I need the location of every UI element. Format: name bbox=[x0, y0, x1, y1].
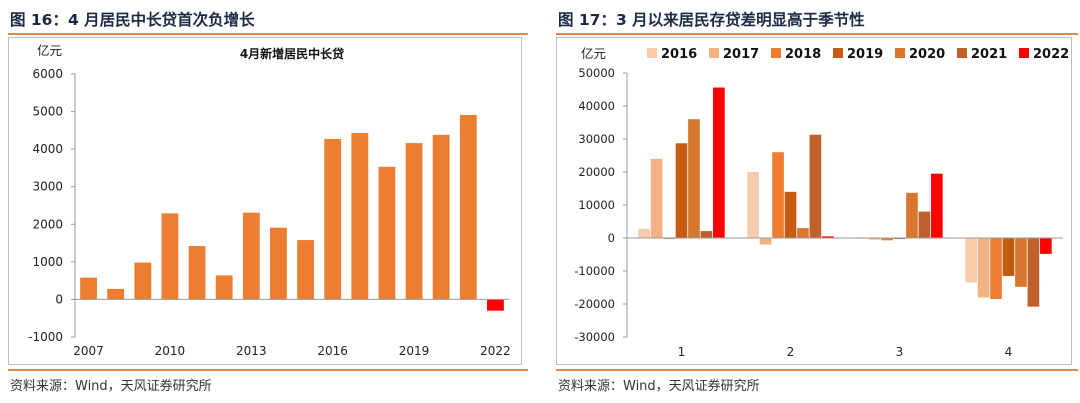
bar-2021-cat-2 bbox=[809, 134, 822, 238]
bar-2022-cat-2 bbox=[822, 236, 834, 238]
y-tick-label: 3000 bbox=[32, 180, 63, 194]
left-chart-frame: 亿元 4月新增居民中长贷 -1000 0 1000 2000 3000 4000 5000 600… bbox=[8, 37, 522, 365]
left-source-rule bbox=[8, 369, 528, 371]
legend-swatch-2017 bbox=[709, 48, 719, 58]
bar-2020 bbox=[432, 134, 450, 300]
legend-swatch-2016 bbox=[647, 48, 657, 58]
y-tick-label: 6000 bbox=[32, 67, 63, 81]
legend-swatch-2019 bbox=[833, 48, 843, 58]
bar-2019-cat-2 bbox=[784, 191, 797, 238]
bar-2009 bbox=[134, 262, 152, 300]
right-figure-title: 图 17：3 月以来居民存贷差明显高于季节性 bbox=[558, 11, 865, 29]
y-tick-label: 0 bbox=[608, 231, 615, 245]
right-chart-frame: 亿元 2016 2017 2018 2019 2020 2021 2022 -30000 -200… bbox=[556, 37, 1072, 365]
x-tick-label: 1 bbox=[678, 345, 686, 359]
bar-2018-cat-3 bbox=[881, 238, 893, 241]
bar-2020-cat-3 bbox=[906, 192, 918, 238]
bar-2022-cat-1 bbox=[713, 87, 725, 238]
y-tick-label: 1000 bbox=[32, 255, 63, 269]
legend-label-2022: 2022 bbox=[1033, 47, 1069, 62]
y-axis-unit-label: 亿元 bbox=[581, 46, 606, 61]
bar-2017-cat-2 bbox=[759, 238, 772, 245]
bar-2018-cat-4 bbox=[990, 238, 1002, 300]
bar-2021 bbox=[459, 114, 477, 300]
left-source-note: 资料来源：Wind，天风证券研究所 bbox=[10, 379, 212, 394]
bar-2021-cat-4 bbox=[1027, 238, 1040, 307]
legend-label-2021: 2021 bbox=[971, 47, 1007, 62]
y-tick-label: -20000 bbox=[574, 297, 615, 311]
bar-2016 bbox=[324, 138, 342, 300]
legend-swatch-2020 bbox=[895, 48, 905, 58]
y-tick-label: -30000 bbox=[574, 330, 615, 344]
x-tick-label: 2007 bbox=[73, 344, 104, 358]
bar-2021-cat-1 bbox=[700, 231, 713, 238]
x-tick-label: 3 bbox=[896, 345, 904, 359]
y-tick-label: 50000 bbox=[578, 66, 615, 80]
bar-2020-cat-1 bbox=[688, 119, 700, 238]
bar-2016-cat-2 bbox=[747, 172, 759, 238]
x-tick-label: 2016 bbox=[317, 344, 348, 358]
bar-2019-cat-1 bbox=[675, 143, 688, 238]
y-tick-label: 40000 bbox=[578, 99, 615, 113]
bar-2012 bbox=[215, 275, 233, 300]
bar-2008 bbox=[107, 288, 125, 300]
bar-2017-cat-3 bbox=[868, 238, 881, 240]
bar-2021-cat-3 bbox=[918, 211, 931, 238]
x-tick-label: 2019 bbox=[399, 344, 430, 358]
x-tick-label: 2010 bbox=[155, 344, 186, 358]
y-axis-unit-label: 亿元 bbox=[37, 43, 62, 58]
bar-2019-cat-4 bbox=[1002, 238, 1015, 276]
bar-2022-cat-3 bbox=[931, 173, 943, 238]
bar-2022 bbox=[487, 299, 504, 311]
bar-2010 bbox=[161, 213, 179, 300]
y-tick-label: 2000 bbox=[32, 217, 63, 231]
legend-label-2017: 2017 bbox=[723, 47, 759, 62]
legend-label-2018: 2018 bbox=[785, 47, 821, 62]
bar-2016-cat-1 bbox=[638, 228, 650, 238]
right-source-note: 资料来源：Wind，天风证券研究所 bbox=[558, 379, 760, 394]
bar-2015 bbox=[297, 240, 314, 300]
x-tick-label: 2 bbox=[787, 345, 795, 359]
legend-label-2016: 2016 bbox=[661, 47, 697, 62]
left-figure-title: 图 16：4 月居民中长贷首次负增长 bbox=[10, 11, 255, 29]
bar-2018 bbox=[378, 166, 396, 300]
chart-title: 4月新增居民中长贷 bbox=[240, 46, 344, 61]
bar-2022-cat-4 bbox=[1040, 238, 1052, 254]
legend-swatch-2021 bbox=[957, 48, 967, 58]
right-title-rule bbox=[556, 33, 1078, 35]
right-grouped-bar-chart: 亿元 2016 2017 2018 2019 2020 2021 2022 -30000 -200… bbox=[574, 46, 1069, 359]
left-title-rule bbox=[8, 33, 528, 35]
bar-2017-cat-4 bbox=[977, 238, 990, 298]
y-tick-label: -1000 bbox=[28, 330, 63, 344]
y-tick-label: 5000 bbox=[32, 105, 63, 119]
right-figure-panel: 图 17：3 月以来居民存贷差明显高于季节性 亿元 2016 2017 2018 201… bbox=[548, 0, 1080, 403]
y-tick-label: 30000 bbox=[578, 132, 615, 146]
legend-swatch-2022 bbox=[1019, 48, 1029, 58]
left-figure-panel: 图 16：4 月居民中长贷首次负增长 亿元 4月新增居民中长贷 -1000 0 1000… bbox=[0, 0, 530, 403]
bar-2013 bbox=[242, 212, 260, 300]
legend-label-2020: 2020 bbox=[909, 47, 945, 62]
y-tick-label: 4000 bbox=[32, 142, 63, 156]
x-tick-label: 2013 bbox=[236, 344, 267, 358]
left-bar-chart: 亿元 4月新增居民中长贷 -1000 0 1000 2000 3000 4000 5000 600… bbox=[28, 43, 511, 358]
bar-2020-cat-2 bbox=[797, 228, 809, 238]
bar-2014 bbox=[270, 227, 287, 300]
bar-2017-cat-1 bbox=[650, 158, 663, 238]
x-tick-label: 4 bbox=[1005, 345, 1013, 359]
x-tick-label: 2022 bbox=[480, 344, 511, 358]
y-tick-label: 0 bbox=[55, 292, 63, 306]
right-source-rule bbox=[556, 369, 1078, 371]
y-tick-label: -10000 bbox=[574, 264, 615, 278]
y-tick-label: 20000 bbox=[578, 165, 615, 179]
bar-2020-cat-4 bbox=[1015, 238, 1027, 287]
y-tick-label: 10000 bbox=[578, 198, 615, 212]
bar-2017 bbox=[351, 132, 369, 300]
bar-2019 bbox=[405, 143, 423, 300]
legend-label-2019: 2019 bbox=[847, 47, 883, 62]
bar-2007 bbox=[80, 277, 97, 300]
legend-swatch-2018 bbox=[771, 48, 781, 58]
bar-2018-cat-2 bbox=[772, 152, 784, 238]
bar-2011 bbox=[188, 246, 206, 300]
bar-2016-cat-4 bbox=[965, 238, 977, 283]
